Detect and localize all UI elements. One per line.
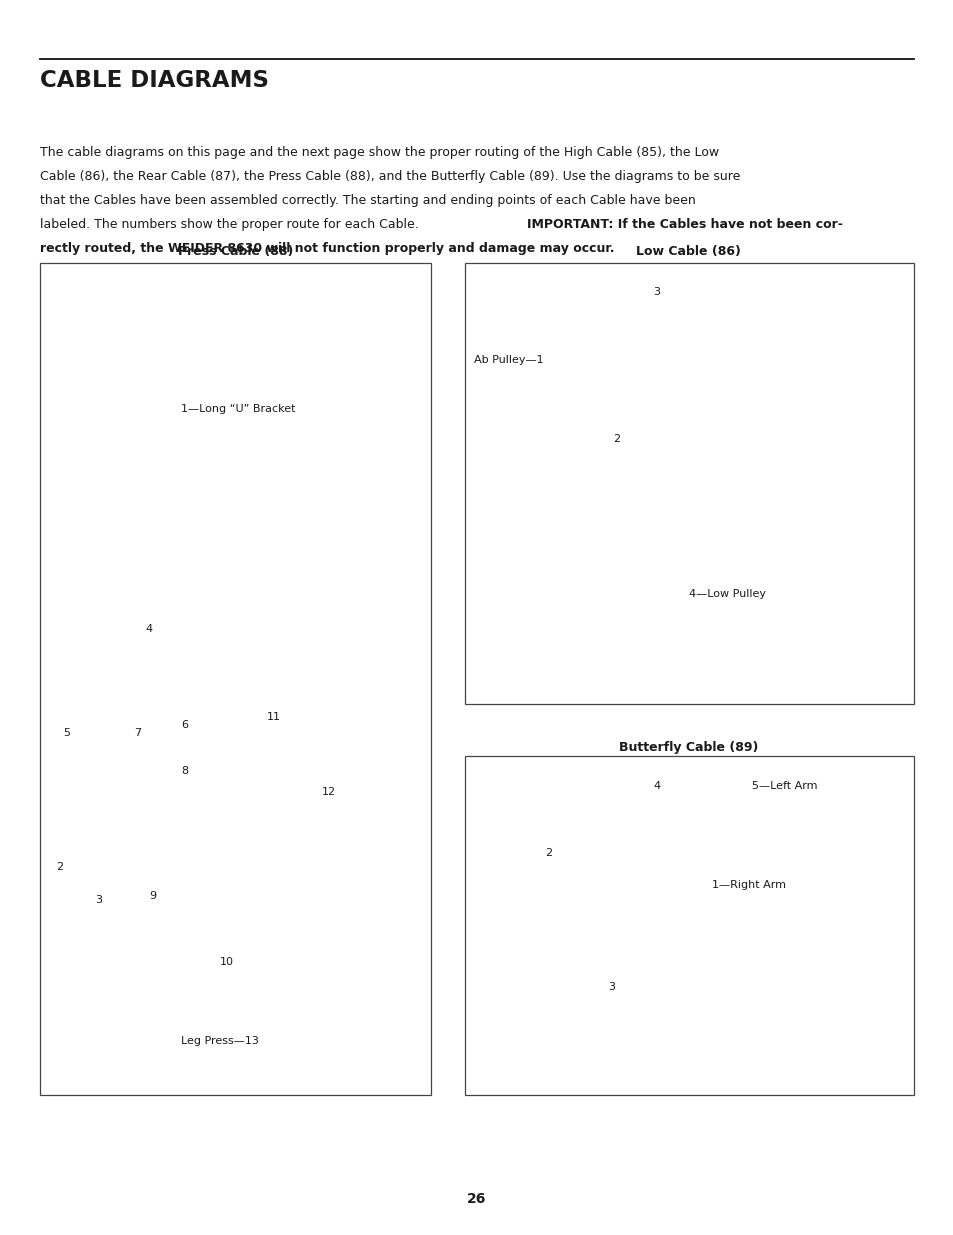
Text: rectly routed, the WEIDER 8630 will not function properly and damage may occur.: rectly routed, the WEIDER 8630 will not … xyxy=(40,242,614,256)
Text: 3: 3 xyxy=(653,287,659,296)
Text: 4: 4 xyxy=(653,782,659,792)
Text: Ab Pulley—1: Ab Pulley—1 xyxy=(473,354,542,366)
Text: 10: 10 xyxy=(220,957,233,967)
Text: Press Cable (88): Press Cable (88) xyxy=(178,245,293,258)
Text: labeled. The numbers show the proper route for each Cable.: labeled. The numbers show the proper rou… xyxy=(40,217,422,231)
Text: 2: 2 xyxy=(55,862,63,872)
Text: 2: 2 xyxy=(545,847,552,857)
Text: 2: 2 xyxy=(612,435,619,445)
Text: Leg Press—13: Leg Press—13 xyxy=(181,1036,258,1046)
Text: 8: 8 xyxy=(181,766,188,776)
Text: 11: 11 xyxy=(267,711,280,721)
Text: that the Cables have been assembled correctly. The starting and ending points of: that the Cables have been assembled corr… xyxy=(40,194,695,207)
Text: 5—Left Arm: 5—Left Arm xyxy=(751,782,817,792)
Text: 26: 26 xyxy=(467,1192,486,1205)
Text: 9: 9 xyxy=(150,890,156,900)
Text: 7: 7 xyxy=(133,729,141,739)
Text: 3: 3 xyxy=(608,982,615,992)
Text: 1—Long “U” Bracket: 1—Long “U” Bracket xyxy=(181,404,295,414)
Text: 4: 4 xyxy=(146,625,152,635)
Text: 3: 3 xyxy=(94,895,102,905)
Text: CABLE DIAGRAMS: CABLE DIAGRAMS xyxy=(40,69,269,93)
Text: 1—Right Arm: 1—Right Arm xyxy=(711,879,785,890)
Text: 12: 12 xyxy=(321,787,335,797)
FancyBboxPatch shape xyxy=(40,263,431,1095)
Text: Butterfly Cable (89): Butterfly Cable (89) xyxy=(618,741,758,755)
Text: Cable (86), the Rear Cable (87), the Press Cable (88), and the Butterfly Cable (: Cable (86), the Rear Cable (87), the Pre… xyxy=(40,170,740,183)
FancyBboxPatch shape xyxy=(464,756,913,1095)
FancyBboxPatch shape xyxy=(464,263,913,704)
Text: 4—Low Pulley: 4—Low Pulley xyxy=(688,589,765,599)
Text: The cable diagrams on this page and the next page show the proper routing of the: The cable diagrams on this page and the … xyxy=(40,146,719,159)
Text: IMPORTANT: If the Cables have not been cor-: IMPORTANT: If the Cables have not been c… xyxy=(526,217,841,231)
Text: Low Cable (86): Low Cable (86) xyxy=(636,245,740,258)
Text: 5: 5 xyxy=(64,729,71,739)
Text: 6: 6 xyxy=(181,720,188,730)
